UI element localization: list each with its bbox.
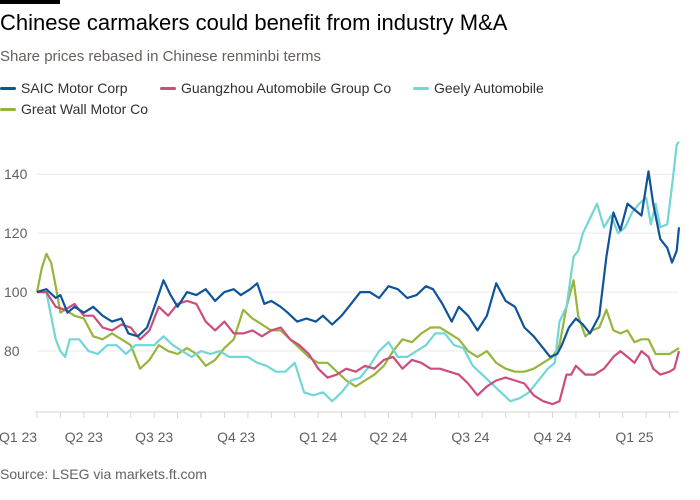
source-note: Source: LSEG via markets.ft.com xyxy=(0,466,207,482)
legend-item-saic: SAIC Motor Corp xyxy=(0,80,128,96)
series-line-geely-automobile xyxy=(37,141,680,403)
x-tick-label: Q3 24 xyxy=(451,429,489,445)
legend-item-great-wall: Great Wall Motor Co xyxy=(0,101,148,117)
x-axis: Q1 23 Q2 23 Q3 23 Q4 23 Q1 24 Q2 24 Q3 24 Q4 24… xyxy=(0,411,679,445)
x-tick-label: Q4 23 xyxy=(217,429,255,445)
legend-swatch-great-wall xyxy=(0,107,16,111)
x-tick-label: Q2 23 xyxy=(65,429,103,445)
y-axis: 80 100 120 140 xyxy=(4,166,28,359)
series-line-saic-motor-corp xyxy=(36,170,681,358)
chart-subtitle: Share prices rebased in Chinese renminbi… xyxy=(0,48,321,65)
legend-item-geely: Geely Automobile xyxy=(413,80,544,96)
legend-swatch-saic xyxy=(0,86,16,90)
x-tick-label: Q2 24 xyxy=(369,429,407,445)
legend-item-gac: Guangzhou Automobile Group Co xyxy=(160,80,391,96)
legend-label-geely: Geely Automobile xyxy=(434,80,544,96)
y-tick-label: 140 xyxy=(4,166,28,182)
x-tick-label: Q1 24 xyxy=(299,429,337,445)
x-tick-label: Q1 25 xyxy=(615,429,653,445)
legend-swatch-geely xyxy=(413,86,429,90)
y-tick-label: 120 xyxy=(4,225,28,241)
x-tick-label: Q1 23 xyxy=(0,429,37,445)
legend-label-great-wall: Great Wall Motor Co xyxy=(21,101,149,117)
y-tick-label: 80 xyxy=(4,343,20,359)
legend-label-saic: SAIC Motor Corp xyxy=(21,80,128,96)
series-lines xyxy=(35,141,681,406)
x-tick-label: Q4 24 xyxy=(533,429,571,445)
x-tick-label: Q3 23 xyxy=(135,429,173,445)
series-line-great-wall-motor-co xyxy=(35,252,680,388)
y-tick-label: 100 xyxy=(4,284,28,300)
chart-title: Chinese carmakers could benefit from ind… xyxy=(0,10,508,35)
gridlines xyxy=(37,173,679,352)
legend-swatch-gac xyxy=(160,86,176,90)
legend-label-gac: Guangzhou Automobile Group Co xyxy=(181,80,392,96)
series-line-guangzhou-automobile-group-co xyxy=(37,291,681,406)
brand-bar xyxy=(0,0,60,4)
